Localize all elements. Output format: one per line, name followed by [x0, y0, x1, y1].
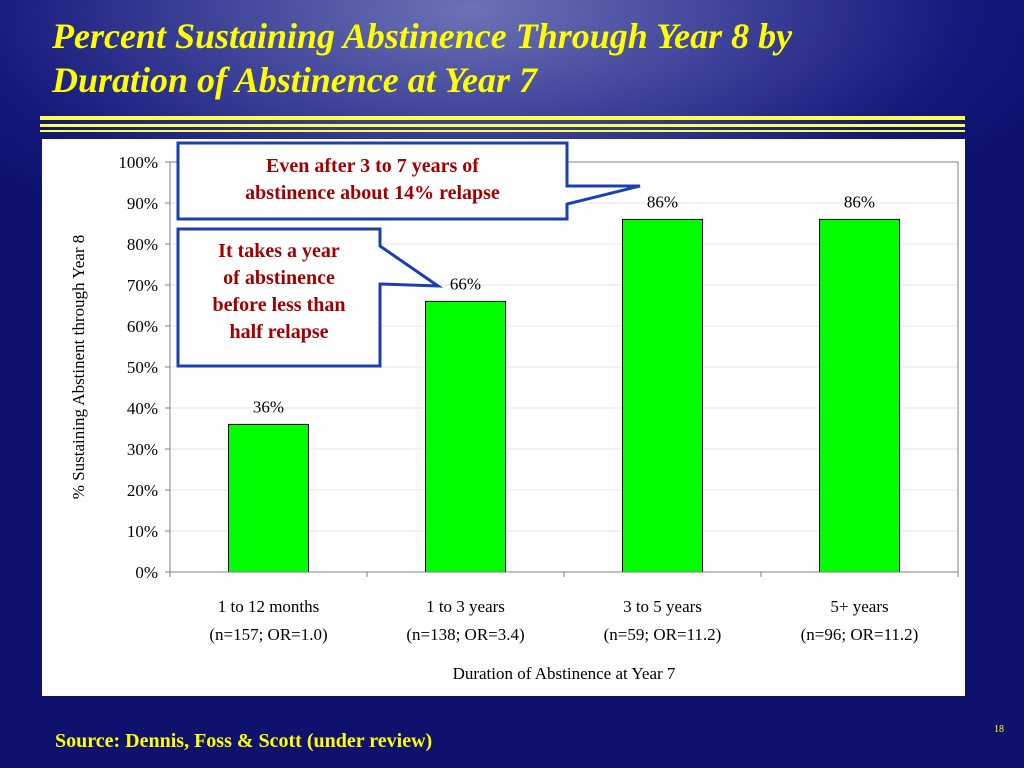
bar-data-label: 86%	[844, 192, 875, 211]
callout-top-text: Even after 3 to 7 years of abstinence abo…	[178, 153, 567, 207]
title-rule-top	[40, 116, 965, 120]
bar-data-label: 66%	[450, 274, 481, 293]
x-category-sublabel: (n=157; OR=1.0)	[209, 625, 327, 644]
bar	[622, 218, 703, 573]
y-tick-label: 100%	[118, 153, 158, 172]
y-tick-label: 10%	[127, 522, 158, 541]
callout-top-line-2: abstinence about 14% relapse	[245, 182, 500, 204]
y-tick-label: 0%	[135, 563, 158, 582]
source-citation: Source: Dennis, Foss & Scott (under revi…	[55, 730, 433, 752]
x-axis-title: Duration of Abstinence at Year 7	[453, 664, 676, 683]
y-tick-label: 50%	[127, 358, 158, 377]
x-category-sublabel: (n=138; OR=3.4)	[406, 625, 524, 644]
x-category-label: 1 to 12 months	[218, 597, 320, 616]
callout-left-line-3: before less than	[212, 294, 346, 316]
x-category-label: 3 to 5 years	[623, 597, 702, 616]
callout-top-bubble	[176, 141, 641, 221]
y-axis-title: % Sustaining Abstinent through Year 8	[69, 235, 88, 499]
bar	[425, 300, 506, 573]
title-line-1: Percent Sustaining Abstinence Through Ye…	[52, 16, 793, 56]
title-rule-bottom	[40, 130, 965, 132]
slide-title: Percent Sustaining Abstinence Through Ye…	[52, 14, 992, 102]
x-category-label: 1 to 3 years	[426, 597, 505, 616]
bar-data-label: 86%	[647, 192, 678, 211]
slide-number: 18	[994, 724, 1004, 735]
y-tick-label: 40%	[127, 399, 158, 418]
callout-left-text: It takes a year of abstinence before less …	[178, 238, 380, 346]
callout-left-line-2: of abstinence	[223, 267, 335, 289]
bar	[228, 423, 309, 573]
bars: 36% 66% 86% 86%	[228, 192, 900, 573]
title-line-2: Duration of Abstinence at Year 7	[52, 60, 538, 100]
callout-left-bubble	[176, 227, 444, 368]
y-tick-label: 20%	[127, 481, 158, 500]
x-category-sublabel: (n=59; OR=11.2)	[604, 625, 722, 644]
bar	[819, 218, 900, 573]
callouts	[176, 141, 641, 368]
title-rule-middle	[40, 124, 965, 127]
x-category-sublabel: (n=96; OR=11.2)	[801, 625, 919, 644]
axes: 0% 10% 20% 30% 40% 50% 60% 70% 80% 90% 100% 1 to 12…	[69, 153, 959, 683]
y-tick-label: 80%	[127, 235, 158, 254]
bar-data-label: 36%	[253, 397, 284, 416]
y-tick-label: 70%	[127, 276, 158, 295]
callout-top-line-1: Even after 3 to 7 years of	[266, 155, 479, 177]
callout-left-line-1: It takes a year	[218, 240, 340, 262]
y-tick-label: 60%	[127, 317, 158, 336]
x-category-label: 5+ years	[830, 597, 888, 616]
callout-left-line-4: half relapse	[229, 321, 329, 343]
y-tick-label: 90%	[127, 194, 158, 213]
y-tick-label: 30%	[127, 440, 158, 459]
